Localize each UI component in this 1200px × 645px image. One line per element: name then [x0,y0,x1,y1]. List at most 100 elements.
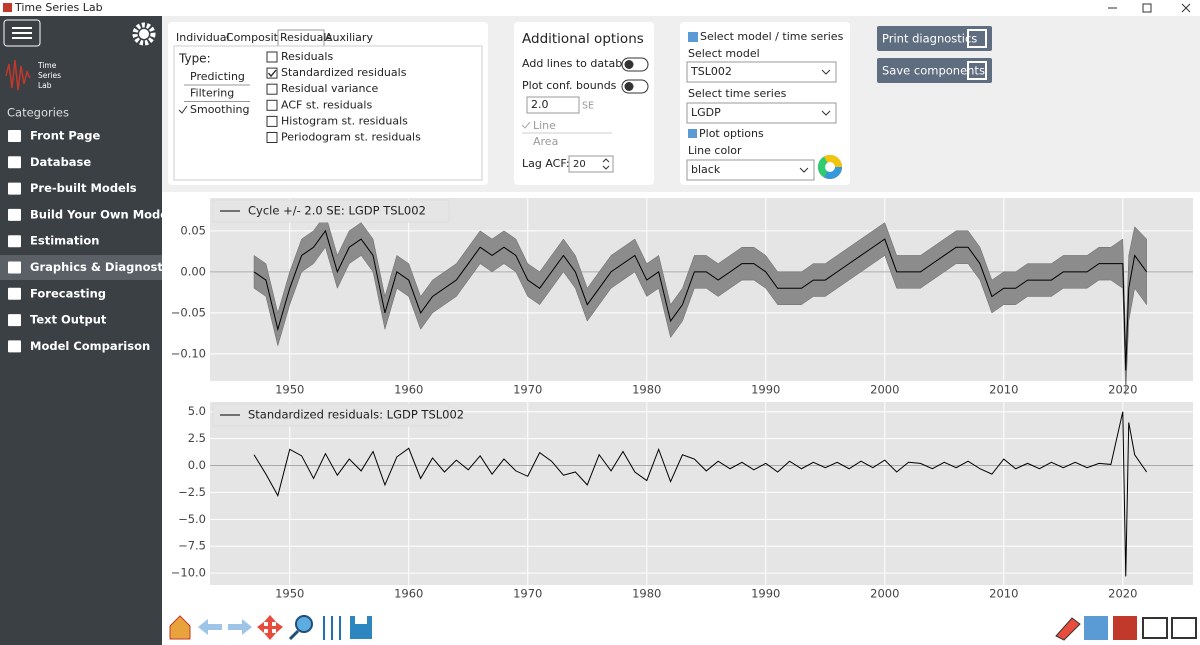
type-list: Predicting Filtering Smoothing [178,70,250,116]
bound-input[interactable] [526,96,580,114]
checkbox[interactable] [266,51,278,63]
close[interactable] [1181,3,1191,13]
checkbox[interactable] [266,132,278,143]
y-tick-label: −2.5 [178,485,206,499]
checkmark [267,69,277,78]
plot-options-label: Plot options [699,127,764,140]
color-combo[interactable] [686,159,815,181]
menu-item[interactable]: Front Page [30,129,100,143]
y-tick-label: −10.0 [171,566,206,580]
color-label: Line color [688,144,742,157]
table-tool[interactable] [1113,616,1137,640]
save-label [355,616,367,624]
model-value: TSL002 [690,65,732,78]
bound-unit: SE [582,101,594,112]
color-wheel[interactable] [817,154,843,180]
forward-tool[interactable] [228,619,252,635]
expand-icon[interactable] [688,129,697,138]
layout-tool[interactable] [1084,616,1108,640]
collapse-icon[interactable] [688,32,698,42]
toolbar [162,610,1200,645]
x-tick-label: 1970 [513,383,542,397]
app-icon [3,3,12,12]
tab[interactable]: Individual [176,31,230,44]
plot-background [210,402,1193,585]
option-label: Periodogram st. residuals [281,131,421,144]
confidence-band [253,213,1147,395]
menu-item[interactable]: Graphics & Diagnostics [30,260,181,274]
tab[interactable]: Composite [226,31,285,44]
title-bar [0,0,1200,16]
x-tick-label: 2010 [989,383,1018,397]
y-tick-label: 0.0 [188,458,206,472]
charts: 1950 1960 1970 1980 1990 2000 2010 20200.050.00… [171,198,1193,601]
menu-icon [8,261,21,274]
checkbox[interactable] [266,83,278,95]
y-tick-label: 2.5 [188,431,206,445]
x-tick-label: 1950 [275,383,304,397]
checkbox[interactable] [266,115,278,127]
line-check [521,121,531,129]
legend-label: Cycle +/- 2.0 SE: LGDP TSL002 [248,204,426,218]
menu-item[interactable]: Model Comparison [30,339,150,353]
active-highlight [0,255,162,280]
series-combo[interactable] [686,102,837,124]
checkbox[interactable] [266,99,278,111]
menu-icon [8,235,21,248]
x-tick-label: 2000 [870,383,899,397]
y-tick-label: −0.05 [171,305,206,319]
x-tick-label: 1990 [751,587,780,601]
y-tick-label: 0.00 [180,264,206,278]
action-button[interactable] [877,26,992,51]
type-option[interactable]: Filtering [190,87,234,100]
menu-item[interactable]: Text Output [30,313,107,327]
model-combo[interactable] [686,61,837,83]
type-option[interactable]: Predicting [190,70,245,83]
combo-arrow [821,110,831,116]
type-option[interactable]: Smoothing [190,103,249,116]
menu-button[interactable] [3,19,41,47]
x-tick-label: 2020 [1108,383,1137,397]
tab[interactable]: Residuals [280,31,332,44]
logo-line: Series [38,71,61,80]
action-button[interactable] [877,58,992,83]
settings-button[interactable] [132,22,156,46]
tab[interactable]: Auxiliary [325,31,373,44]
option-label: ACF st. residuals [281,98,372,111]
x-tick-label: 1980 [632,383,661,397]
x-tick-label: 2020 [1108,587,1137,601]
menu-item[interactable]: Database [30,155,91,169]
option-label: Histogram st. residuals [281,114,408,127]
logo-mark [5,59,31,91]
maximize[interactable] [1142,3,1152,13]
button-icon [967,61,987,80]
menu-item[interactable]: Build Your Own Model [30,207,172,221]
back-tool[interactable] [198,619,222,635]
plot-type-card [168,22,488,185]
popout-tool[interactable] [1171,617,1197,639]
x-tick-label: 1980 [632,587,661,601]
checkbox[interactable] [266,67,278,79]
settings-icon [139,29,149,39]
menu-item[interactable]: Estimation [30,234,99,248]
pan-tool[interactable] [257,615,283,640]
lag-spinner[interactable] [568,155,614,173]
line-option[interactable]: Line [533,119,556,132]
zoom-tool[interactable] [295,615,313,633]
bound-value: 2.0 [531,98,549,111]
model-label: Select model [688,47,760,60]
sidebar [0,16,162,645]
area-option[interactable]: Area [533,135,558,148]
x-tick-label: 1960 [394,587,423,601]
configure-tool[interactable] [323,616,341,640]
sidebar-menu: Front Page Database Pre-built Models Build … [0,129,181,353]
action-buttons: Print diagnostics Save components [877,26,992,83]
menu-item[interactable]: Pre-built Models [30,181,137,195]
eraser-tool[interactable] [1055,617,1081,641]
menu-item[interactable]: Forecasting [30,286,106,300]
window-tool[interactable] [1142,617,1168,639]
home-tool[interactable] [169,615,191,640]
selection-title: Select model / time series [700,30,844,43]
y-tick-label: −5.0 [178,512,206,526]
